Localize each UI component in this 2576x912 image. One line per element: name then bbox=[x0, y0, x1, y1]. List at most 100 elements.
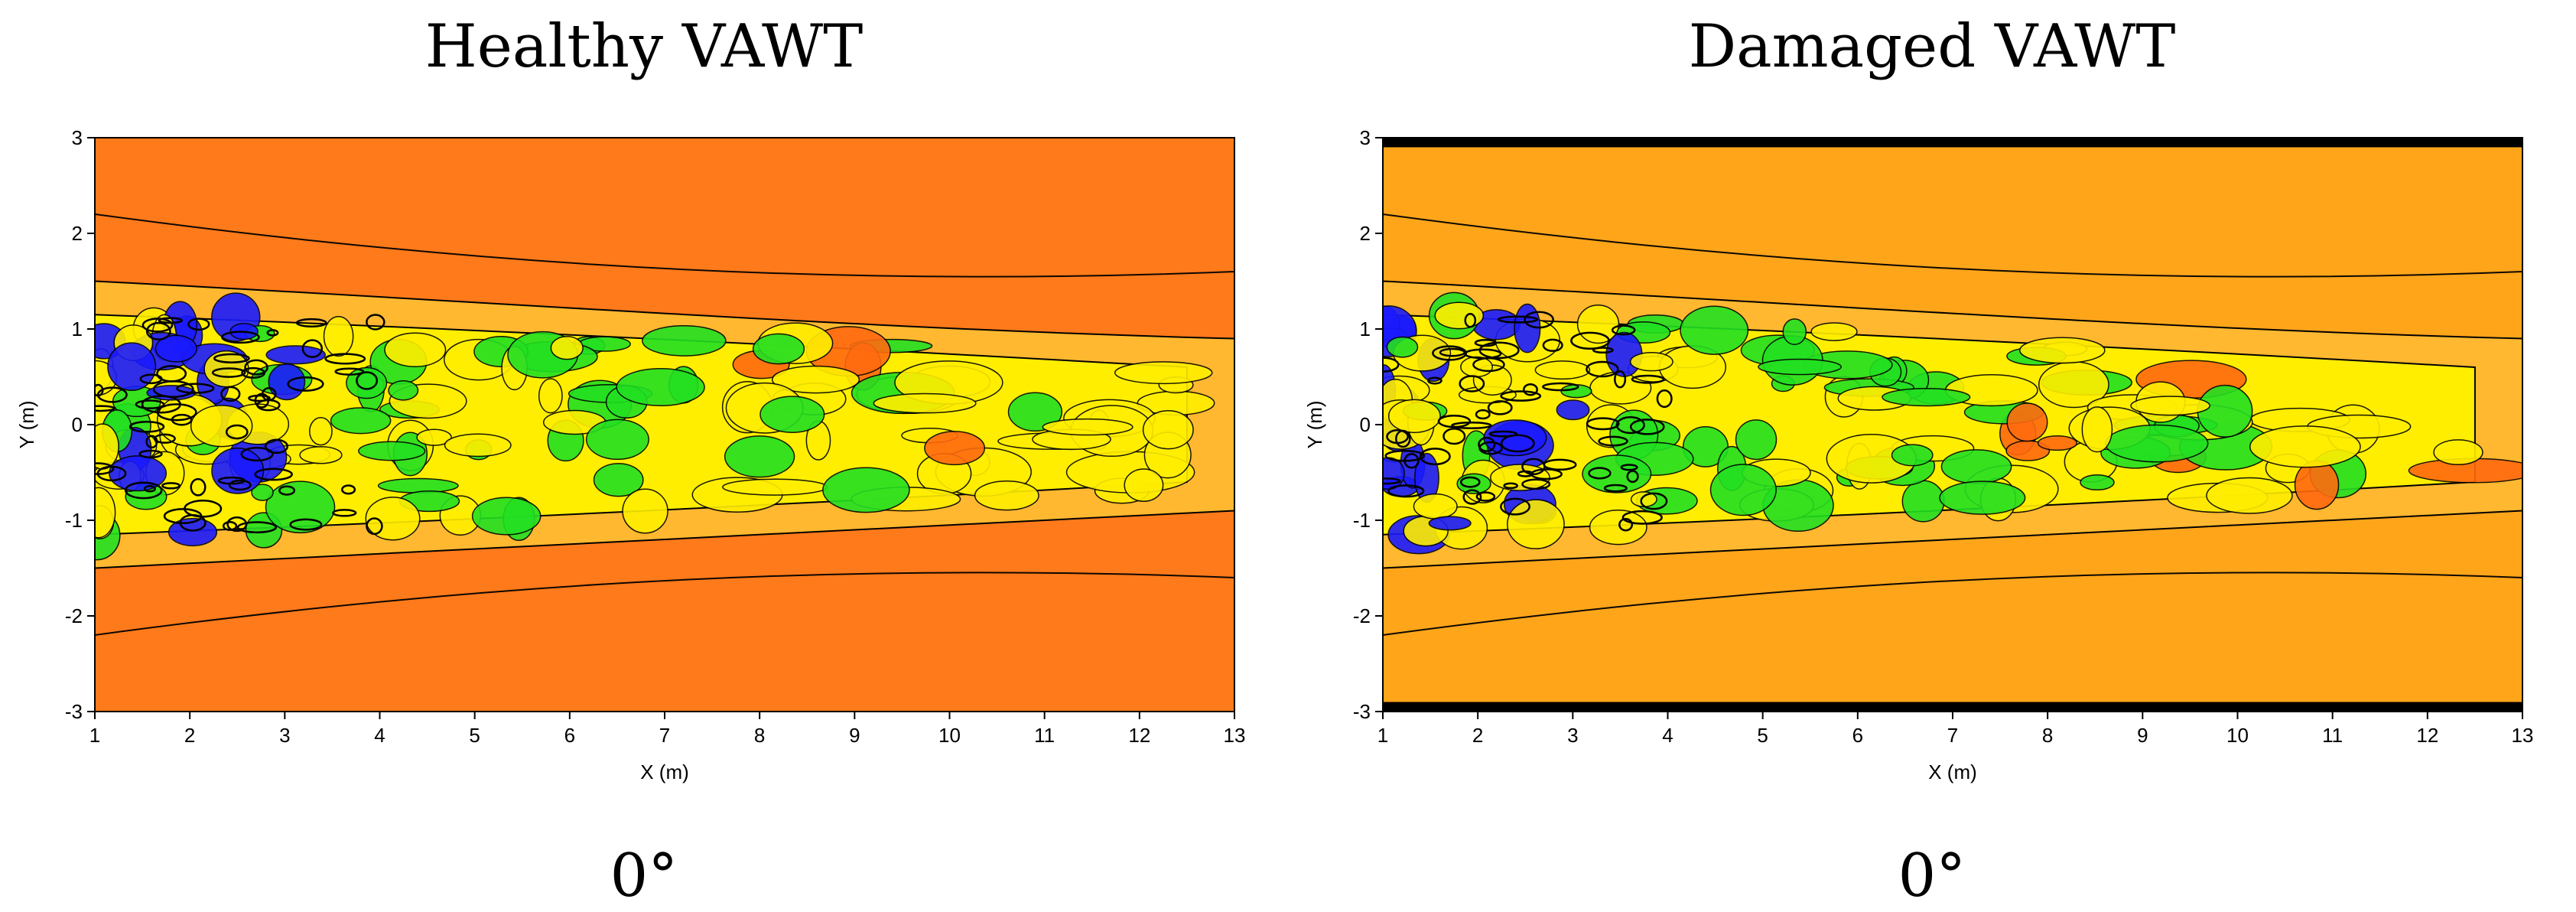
chart-title: Healthy VAWT bbox=[424, 12, 864, 81]
contour-blob bbox=[251, 484, 274, 501]
contour-line bbox=[176, 383, 215, 394]
x-tick-label: 5 bbox=[469, 724, 480, 747]
x-tick-label: 6 bbox=[1852, 724, 1863, 747]
contour-blob bbox=[2080, 474, 2115, 490]
chart-caption: 0° bbox=[1898, 842, 1966, 910]
contour-line bbox=[1503, 482, 1518, 490]
contour-line bbox=[1451, 422, 1492, 430]
contour-line bbox=[225, 424, 249, 440]
x-axis-label: X (m) bbox=[640, 761, 689, 783]
y-axis-label: Y (m) bbox=[1303, 400, 1326, 448]
contour-blob bbox=[1891, 444, 1934, 467]
contour-blob bbox=[1556, 399, 1590, 421]
contour-line bbox=[1419, 448, 1451, 466]
y-tick-label: -2 bbox=[1353, 604, 1371, 627]
contour-blob bbox=[388, 379, 419, 401]
contour-line bbox=[356, 371, 379, 390]
contour-line bbox=[1523, 383, 1538, 396]
contour-blob bbox=[1782, 318, 1807, 345]
x-tick-label: 10 bbox=[938, 724, 961, 747]
contour-line bbox=[1488, 430, 1518, 438]
contour-line bbox=[1521, 478, 1551, 490]
contour-blob bbox=[724, 435, 795, 478]
contour-blob bbox=[622, 488, 668, 534]
x-tick-label: 2 bbox=[184, 724, 195, 747]
contour-line bbox=[1614, 370, 1627, 389]
contour-line bbox=[1598, 435, 1628, 447]
contour-line bbox=[1542, 382, 1579, 392]
contour-line bbox=[1517, 470, 1534, 477]
contour-blob bbox=[1387, 399, 1441, 434]
contour-blob bbox=[722, 478, 828, 496]
contour-blob bbox=[2105, 424, 2209, 463]
y-tick-label: -1 bbox=[65, 509, 83, 532]
x-tick-label: 6 bbox=[564, 724, 575, 747]
x-tick-label: 4 bbox=[374, 724, 385, 747]
contour-line bbox=[135, 399, 165, 409]
contour-blob bbox=[2130, 396, 2211, 416]
contour-line bbox=[228, 479, 252, 491]
contour-line bbox=[187, 318, 210, 331]
contour-line bbox=[1478, 436, 1496, 452]
contour-blob bbox=[1582, 454, 1652, 493]
contour-blob bbox=[1386, 336, 1419, 358]
contour-blob bbox=[924, 431, 986, 466]
y-tick-label: 3 bbox=[1360, 126, 1371, 149]
contour-blob bbox=[1589, 509, 1647, 546]
contour-line bbox=[1383, 477, 1401, 485]
contour-line bbox=[221, 331, 260, 344]
y-tick-label: 3 bbox=[72, 126, 83, 149]
x-tick-label: 13 bbox=[1224, 724, 1246, 747]
contour-blob bbox=[593, 463, 644, 497]
contour-line bbox=[1439, 347, 1465, 357]
contour-line bbox=[226, 516, 248, 533]
contour-line bbox=[1500, 434, 1535, 453]
contour-line bbox=[1524, 311, 1554, 329]
contour-line bbox=[143, 485, 157, 493]
contour-blob bbox=[2037, 435, 2078, 451]
contour-line bbox=[95, 405, 115, 412]
contour-blob bbox=[190, 405, 253, 448]
y-tick-label: -1 bbox=[1353, 509, 1371, 532]
x-axis-label: X (m) bbox=[1928, 761, 1977, 783]
contour-blob bbox=[1680, 305, 1749, 355]
contour-blob bbox=[2197, 384, 2253, 438]
x-tick-label: 11 bbox=[2322, 724, 2343, 747]
y-tick-label: -3 bbox=[1353, 700, 1371, 723]
contour-line bbox=[278, 485, 295, 496]
contour-line bbox=[220, 386, 241, 402]
contour-blob bbox=[109, 455, 168, 492]
contour-blob bbox=[1114, 361, 1213, 385]
contour-blob bbox=[377, 477, 459, 493]
contour-line bbox=[163, 508, 203, 525]
contour-line bbox=[145, 321, 171, 340]
contour-blob bbox=[365, 497, 421, 541]
contour-line bbox=[254, 467, 293, 481]
contour-blob bbox=[822, 467, 910, 513]
contour-line bbox=[124, 481, 163, 500]
contour-blob bbox=[95, 487, 116, 539]
contour-line bbox=[1500, 390, 1542, 402]
x-tick-label: 8 bbox=[754, 724, 765, 747]
contour-blob bbox=[2249, 425, 2361, 468]
contour-blob bbox=[2294, 460, 2340, 510]
x-tick-label: 10 bbox=[2226, 724, 2249, 747]
y-tick-label: 1 bbox=[1360, 318, 1371, 340]
contour-line bbox=[1586, 360, 1619, 378]
contour-line bbox=[1478, 441, 1503, 455]
contour-blob bbox=[265, 480, 336, 534]
contour-blob bbox=[1142, 410, 1194, 450]
y-tick-label: 0 bbox=[72, 413, 83, 436]
contour-blob bbox=[384, 332, 447, 367]
contour-line bbox=[244, 359, 268, 376]
contour-line bbox=[222, 521, 238, 531]
contour-blob bbox=[759, 396, 825, 433]
contour-blob bbox=[1810, 322, 1858, 341]
contour-line bbox=[1629, 419, 1665, 435]
contour-line bbox=[1464, 312, 1477, 328]
contour-blob bbox=[95, 423, 119, 470]
x-tick-label: 12 bbox=[1128, 724, 1150, 747]
contour-blob bbox=[550, 336, 584, 360]
contour-blob bbox=[1901, 480, 1945, 523]
